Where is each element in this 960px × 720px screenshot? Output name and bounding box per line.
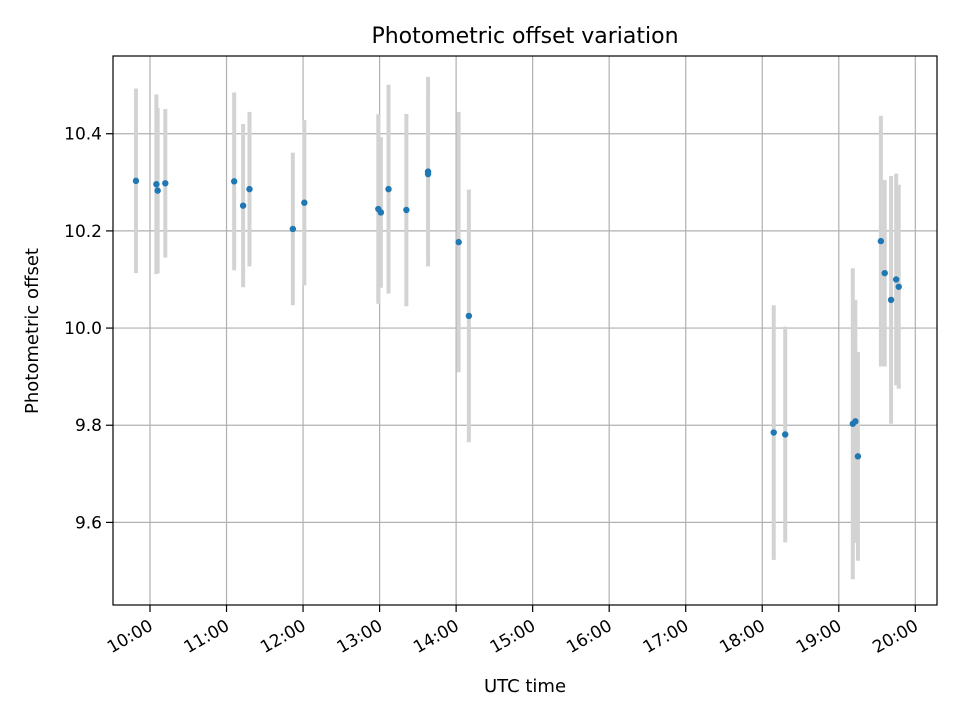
data-point <box>301 199 308 206</box>
data-point <box>154 187 161 194</box>
chart-title: Photometric offset variation <box>371 24 678 49</box>
x-tick-label: 16:00 <box>563 616 615 658</box>
x-axis-label: UTC time <box>484 676 566 697</box>
x-tick-label: 18:00 <box>716 616 768 658</box>
data-points <box>132 168 902 460</box>
x-tick-label: 12:00 <box>257 616 309 658</box>
y-grid <box>113 133 937 524</box>
data-point <box>770 429 777 436</box>
y-tick-label: 10.2 <box>64 222 102 242</box>
data-point <box>162 180 169 187</box>
x-tick-label: 10:00 <box>104 616 156 658</box>
y-axis-ticks: 9.6 9.8 10.0 10.2 10.4 <box>64 125 113 533</box>
data-point <box>782 431 789 438</box>
x-tick-label: 11:00 <box>181 616 233 658</box>
y-tick-label: 9.8 <box>75 416 102 436</box>
data-point <box>289 225 297 233</box>
data-point <box>852 418 859 425</box>
data-point <box>385 185 392 193</box>
x-tick-label: 13:00 <box>334 616 386 658</box>
x-tick-label: 17:00 <box>640 616 692 658</box>
data-point <box>424 170 432 178</box>
data-point <box>892 276 900 283</box>
data-point <box>153 181 160 188</box>
data-point <box>230 178 238 185</box>
data-point <box>881 269 888 277</box>
x-tick-label: 15:00 <box>487 616 539 658</box>
data-point <box>246 185 253 193</box>
data-point <box>239 202 247 209</box>
data-point <box>887 296 895 304</box>
data-point <box>455 238 462 246</box>
y-axis-label: Photometric offset <box>22 248 43 414</box>
y-tick-label: 10.4 <box>64 125 102 145</box>
plot-frame <box>112 55 938 606</box>
data-point <box>403 206 410 214</box>
y-tick-label: 9.6 <box>75 513 102 533</box>
data-point <box>854 453 862 460</box>
data-point <box>377 209 385 216</box>
data-point <box>132 177 140 185</box>
data-point <box>465 312 473 320</box>
x-tick-label: 19:00 <box>793 616 845 658</box>
x-axis-ticks: 10:00 11:00 12:00 13:00 14:00 15:00 16:00 17:00… <box>104 605 922 658</box>
data-point <box>877 237 885 245</box>
x-tick-label: 20:00 <box>869 616 921 658</box>
y-tick-label: 10.0 <box>64 319 102 339</box>
data-point <box>895 283 902 290</box>
x-tick-label: 14:00 <box>410 616 462 658</box>
